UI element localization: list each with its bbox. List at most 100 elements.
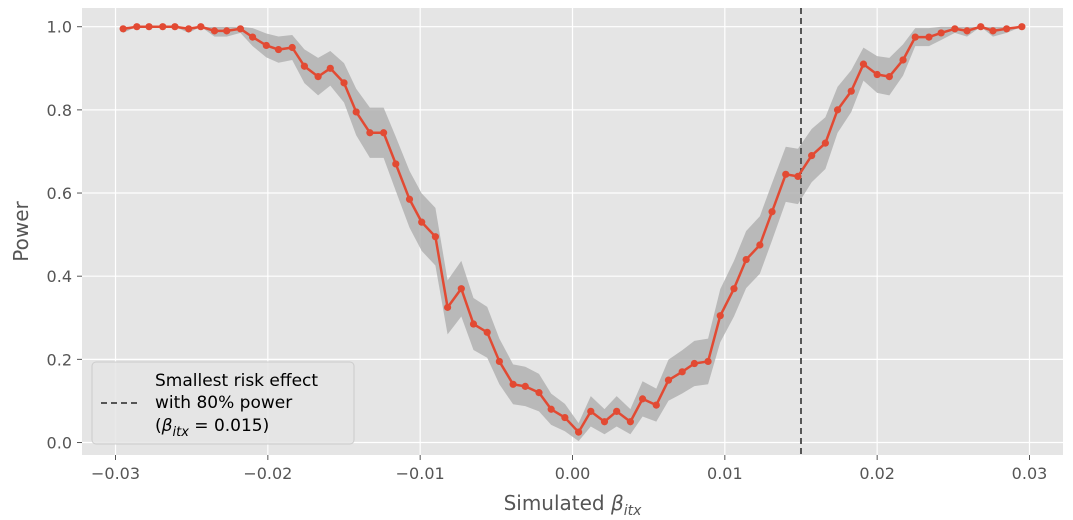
data-point [652, 401, 660, 409]
data-point [678, 368, 686, 376]
data-point [262, 41, 270, 50]
data-point [756, 241, 764, 249]
data-point [145, 23, 153, 31]
data-point [405, 195, 414, 203]
data-point [925, 33, 933, 41]
data-point [716, 312, 724, 320]
data-point [911, 33, 919, 41]
data-point [638, 395, 647, 403]
data-point [274, 45, 283, 54]
x-axis-label: Simulated βitx [504, 491, 643, 519]
data-point [1018, 23, 1026, 31]
data-point [574, 428, 583, 436]
data-point [664, 376, 673, 384]
y-axis-label: Power [9, 200, 33, 261]
data-point [483, 328, 491, 336]
data-point [768, 208, 776, 216]
data-point [340, 79, 348, 87]
data-point [495, 357, 503, 366]
data-point [443, 303, 452, 311]
data-point [521, 382, 529, 390]
data-point [613, 407, 621, 415]
data-point [859, 60, 868, 68]
data-point [133, 23, 141, 31]
data-point [380, 129, 388, 137]
data-point [418, 218, 426, 226]
data-point [626, 418, 634, 426]
legend-box [91, 361, 355, 445]
data-point [989, 27, 997, 35]
data-point [469, 320, 478, 328]
data-point [431, 233, 440, 241]
legend-formula-rest: = 0.015) [189, 416, 269, 436]
y-tick-label: 0.6 [47, 184, 72, 203]
x-tick-label: −0.03 [91, 464, 140, 483]
data-point [547, 405, 555, 413]
y-tick-label: 1.0 [47, 18, 72, 37]
x-tick-label: 0.03 [1012, 464, 1048, 483]
data-point [300, 62, 309, 70]
data-point [885, 73, 893, 81]
data-point [977, 23, 985, 31]
data-point [873, 70, 881, 79]
legend-text-line-2: with 80% power [155, 393, 292, 413]
data-point [509, 380, 517, 388]
data-point [535, 389, 543, 397]
data-point [833, 106, 842, 114]
data-point [392, 160, 400, 168]
data-point [742, 255, 750, 264]
legend-formula-symbol: β [161, 416, 173, 436]
data-point [782, 170, 790, 178]
data-point [847, 87, 855, 95]
data-point [794, 172, 802, 181]
x-axis-label-symbol: β [610, 491, 624, 515]
data-point [352, 108, 360, 116]
legend-formula-subscript: itx [173, 425, 190, 440]
data-point [366, 129, 374, 137]
data-point [223, 27, 231, 35]
data-point [730, 285, 738, 293]
data-point [197, 23, 205, 31]
data-point [808, 152, 816, 160]
x-axis-label-main: Simulated [504, 491, 611, 515]
legend-text-line-3: (βitx = 0.015) [155, 416, 269, 440]
data-point [314, 73, 322, 81]
x-axis-label-subscript: itx [624, 503, 642, 519]
x-tick-label: −0.02 [243, 464, 292, 483]
data-point [937, 29, 945, 37]
data-point [963, 27, 971, 35]
x-axis-ticks: −0.03 −0.02 −0.01 0.00 0.01 0.02 0.03 [91, 455, 1047, 483]
y-axis-ticks: 0.0 0.2 0.4 0.6 0.8 1.0 [47, 18, 82, 453]
y-tick-label: 0.8 [47, 101, 72, 120]
legend-text-line-1: Smallest risk effect [155, 371, 318, 391]
data-point [690, 359, 698, 368]
y-tick-label: 0.4 [47, 267, 72, 286]
data-point [561, 413, 569, 422]
data-point [457, 285, 465, 293]
x-tick-label: −0.01 [396, 464, 445, 483]
x-tick-label: 0.00 [555, 464, 591, 483]
data-point [119, 25, 127, 33]
legend-formula-open: ( [155, 416, 162, 436]
series-line [122, 25, 1023, 434]
data-point [249, 33, 257, 41]
y-tick-label: 0.2 [47, 350, 72, 369]
data-point [587, 407, 595, 415]
data-point [288, 43, 296, 52]
data-point [210, 27, 219, 35]
data-point [899, 56, 907, 64]
legend: Smallest risk effect with 80% power (βit… [91, 361, 355, 445]
data-point [704, 357, 712, 366]
data-point [326, 64, 334, 72]
y-tick-label: 0.0 [47, 434, 72, 453]
x-tick-label: 0.02 [859, 464, 895, 483]
data-point [236, 25, 245, 33]
data-point [821, 139, 829, 147]
data-point [1003, 25, 1011, 33]
data-point [185, 25, 193, 33]
data-point [951, 25, 959, 33]
x-tick-label: 0.01 [707, 464, 743, 483]
series-power [119, 23, 1026, 436]
data-point [600, 418, 609, 426]
